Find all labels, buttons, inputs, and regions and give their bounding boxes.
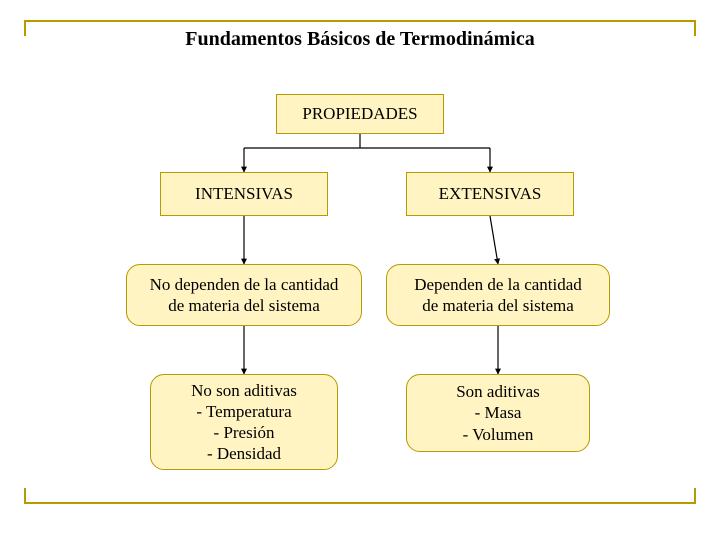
node-right2: Dependen de la cantidad de materia del s… (386, 264, 610, 326)
frame-line (24, 20, 696, 22)
frame-line (24, 502, 696, 504)
frame-line (694, 488, 696, 504)
frame-line (694, 20, 696, 36)
node-root: PROPIEDADES (276, 94, 444, 134)
slide-title: Fundamentos Básicos de Termodinámica (0, 28, 720, 51)
node-left2: No dependen de la cantidad de materia de… (126, 264, 362, 326)
node-right1: EXTENSIVAS (406, 172, 574, 216)
frame-line (24, 20, 26, 36)
node-left3: No son aditivas - Temperatura - Presión … (150, 374, 338, 470)
frame-line (24, 488, 26, 504)
node-left1: INTENSIVAS (160, 172, 328, 216)
node-right3: Son aditivas - Masa - Volumen (406, 374, 590, 452)
